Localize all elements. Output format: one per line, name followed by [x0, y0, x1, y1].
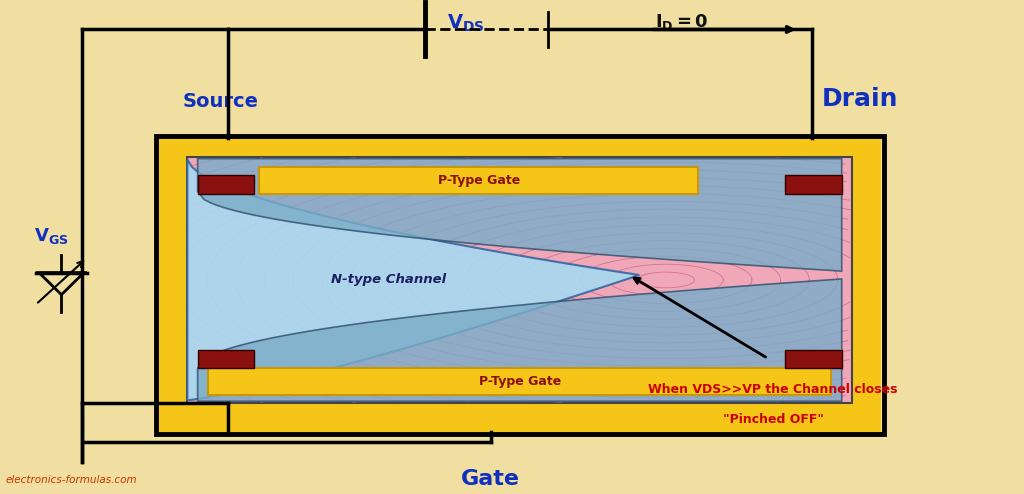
FancyBboxPatch shape: [259, 167, 698, 194]
Text: Drain: Drain: [822, 86, 898, 111]
FancyBboxPatch shape: [198, 350, 254, 369]
Text: "Pinched OFF": "Pinched OFF": [723, 412, 823, 425]
Text: $\mathbf{I_D = 0}$: $\mathbf{I_D = 0}$: [655, 12, 709, 32]
FancyBboxPatch shape: [208, 369, 831, 395]
Polygon shape: [187, 160, 639, 400]
Text: $\mathbf{V_{GS}}$: $\mathbf{V_{GS}}$: [34, 226, 69, 246]
FancyBboxPatch shape: [159, 137, 881, 432]
Polygon shape: [198, 159, 842, 271]
Text: P-Type Gate: P-Type Gate: [437, 174, 520, 187]
FancyBboxPatch shape: [785, 175, 842, 194]
Polygon shape: [198, 279, 842, 401]
Text: When VDS>>VP the Channel closes: When VDS>>VP the Channel closes: [648, 383, 898, 396]
Text: $\mathbf{V_{DS}}$: $\mathbf{V_{DS}}$: [447, 12, 484, 34]
Text: N-type Channel: N-type Channel: [331, 274, 445, 287]
FancyBboxPatch shape: [198, 175, 254, 194]
Text: P-Type Gate: P-Type Gate: [478, 375, 561, 388]
FancyBboxPatch shape: [187, 157, 852, 403]
FancyBboxPatch shape: [785, 350, 842, 369]
Text: Source: Source: [182, 91, 258, 111]
Text: electronics-formulas.com: electronics-formulas.com: [5, 475, 137, 485]
Text: Gate: Gate: [461, 469, 520, 489]
